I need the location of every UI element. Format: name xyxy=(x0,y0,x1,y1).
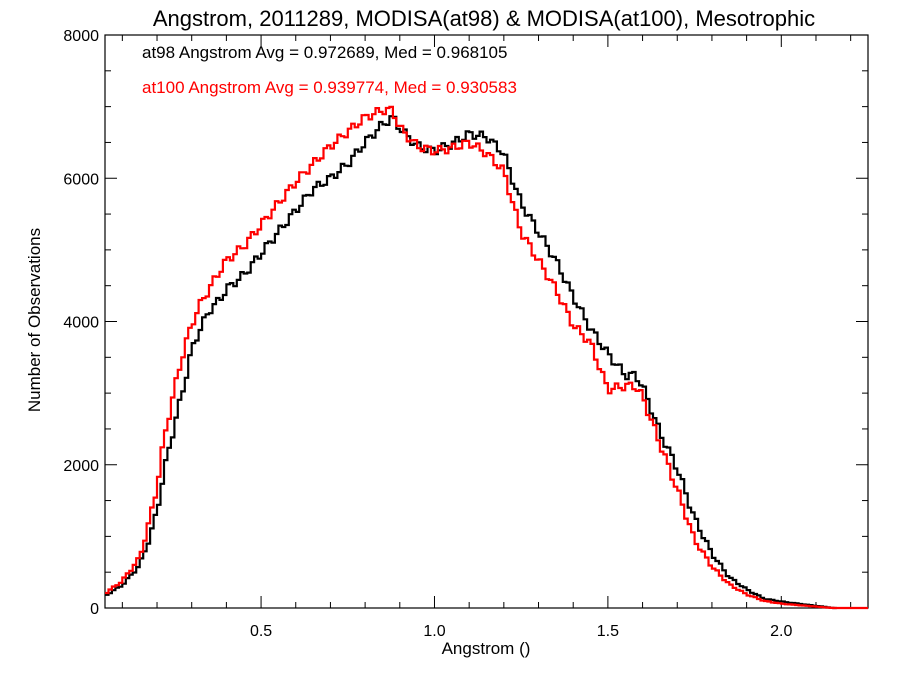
at100-histogram-line xyxy=(105,105,868,610)
y-tick-label: 6000 xyxy=(63,171,99,188)
x-tick-label: 0.5 xyxy=(250,623,272,640)
x-tick-label: 1.0 xyxy=(423,623,445,640)
at100-stats-annotation: at100 Angstrom Avg = 0.939774, Med = 0.9… xyxy=(142,78,517,97)
axis-ticks: 0.5 1.0 1.5 2.0 0 2000 4000 6000 8000 xyxy=(63,28,868,640)
at98-histogram-line xyxy=(105,115,837,610)
x-tick-label: 1.5 xyxy=(597,623,619,640)
chart-title: Angstrom, 2011289, MODISA(at98) & MODISA… xyxy=(153,6,815,31)
y-axis-label: Number of Observations xyxy=(25,228,44,412)
at98-stats-annotation: at98 Angstrom Avg = 0.972689, Med = 0.96… xyxy=(142,43,507,62)
plot-frame xyxy=(104,34,869,609)
x-axis-label: Angstrom () xyxy=(442,639,531,658)
y-tick-label: 8000 xyxy=(63,28,99,45)
x-tick-label: 2.0 xyxy=(770,623,792,640)
y-tick-label: 0 xyxy=(90,601,99,618)
series-lines xyxy=(105,105,868,610)
y-tick-label: 4000 xyxy=(63,315,99,332)
y-tick-label: 2000 xyxy=(63,458,99,475)
